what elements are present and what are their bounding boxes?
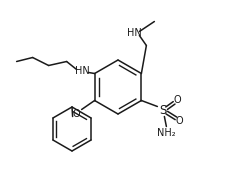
Text: HN: HN (75, 66, 90, 76)
Text: O: O (73, 110, 80, 120)
Text: HN: HN (126, 29, 141, 39)
Text: NH₂: NH₂ (156, 128, 175, 137)
Text: O: O (175, 116, 183, 126)
Text: S: S (159, 104, 166, 117)
Text: O: O (173, 96, 180, 106)
